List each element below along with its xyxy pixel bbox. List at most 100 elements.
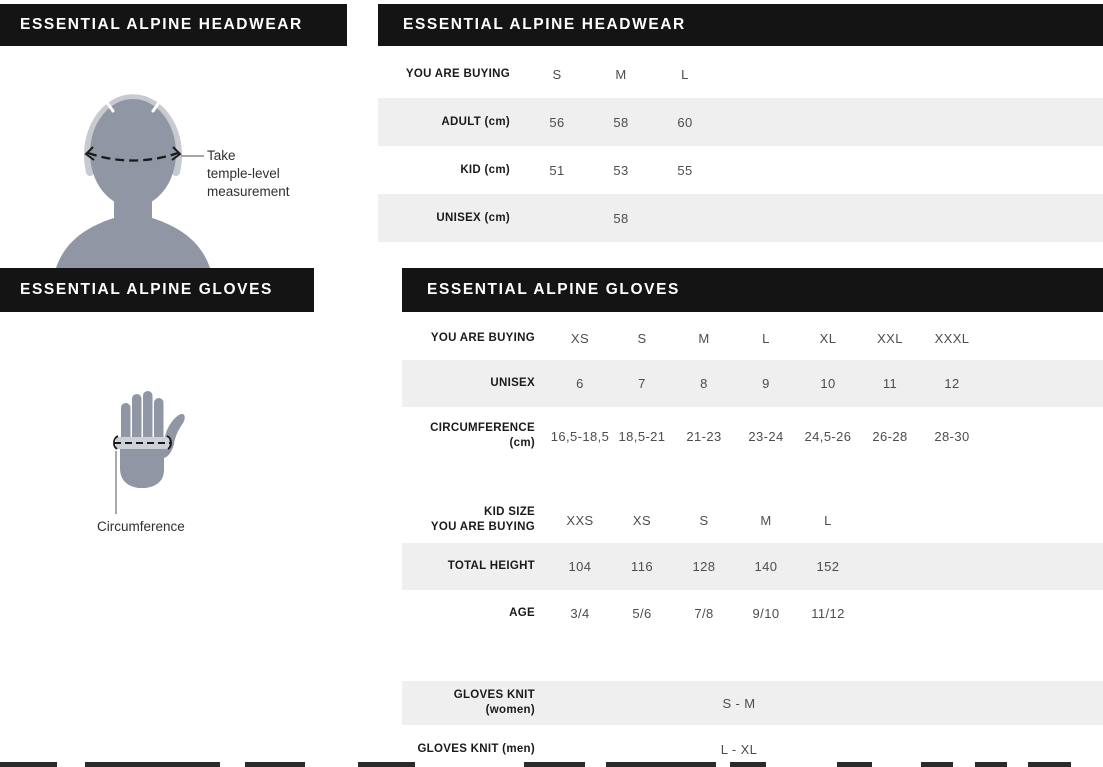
strip-segment — [524, 762, 585, 767]
size-cell: S — [637, 330, 647, 346]
headwear-size-table: YOU ARE BUYING S M L ADULT (cm) 56 58 60… — [378, 50, 1103, 242]
row-label: KID SIZE YOU ARE BUYING — [430, 506, 535, 533]
table-row: ADULT (cm) 56 58 60 — [378, 98, 1103, 146]
row-label: AGE — [509, 607, 535, 619]
value-cell: 58 — [613, 114, 629, 130]
headwear-section-bar-left: ESSENTIAL ALPINE HEADWEAR — [0, 4, 347, 46]
value-cell: 11 — [882, 376, 898, 391]
row-label: ADULT (cm) — [441, 115, 510, 128]
headwear-section-title: ESSENTIAL ALPINE HEADWEAR — [20, 16, 303, 33]
table-row: TOTAL HEIGHT 104 116 128 140 152 — [402, 543, 1103, 590]
table-row: YOU ARE BUYING S M L — [378, 50, 1103, 98]
value-cell: L - XL — [720, 741, 758, 757]
table-row: KID SIZE YOU ARE BUYING XXS XS S M L — [402, 497, 1103, 543]
value-cell: 18,5-21 — [618, 428, 666, 444]
gloves-size-table: YOU ARE BUYING XS S M L XL XXL XXXL UNIS… — [402, 316, 1103, 465]
strip-segment — [0, 762, 57, 767]
value-cell: 7 — [638, 376, 646, 391]
table-row: UNISEX (cm) 58 — [378, 194, 1103, 242]
gloves-knit-table: GLOVES KNIT (women) S - M GLOVES KNIT (m… — [402, 681, 1103, 767]
value-cell: 28-30 — [934, 428, 970, 444]
strip-segment — [358, 762, 415, 767]
value-cell: 26-28 — [872, 428, 908, 444]
value-cell: 9/10 — [752, 606, 780, 621]
value-cell: 9 — [762, 376, 770, 391]
value-cell: 53 — [613, 162, 629, 178]
row-label: GLOVES KNIT (men) — [417, 742, 535, 755]
hand-measurement-illustration — [113, 391, 185, 514]
gloves-table-header-bar: ESSENTIAL ALPINE GLOVES — [402, 268, 1103, 312]
strip-segment — [606, 762, 716, 767]
table-row: GLOVES KNIT (men) L - XL — [402, 725, 1103, 767]
head-measurement-illustration — [56, 94, 210, 268]
value-cell: 55 — [677, 162, 693, 178]
size-cell: M — [615, 66, 627, 82]
value-cell: 16,5-18,5 — [550, 428, 610, 444]
row-label: YOU ARE BUYING — [405, 67, 510, 80]
value-cell: 56 — [549, 114, 565, 130]
value-cell: 23-24 — [748, 428, 784, 444]
row-label: UNISEX (cm) — [436, 211, 510, 224]
size-cell: M — [698, 330, 710, 346]
value-cell: 104 — [568, 559, 592, 574]
value-cell: S - M — [722, 695, 756, 711]
value-cell: 3/4 — [570, 606, 590, 621]
size-cell: XXXL — [934, 330, 970, 346]
gloves-table-title: ESSENTIAL ALPINE GLOVES — [427, 281, 680, 298]
table-row: UNISEX 6 7 8 9 10 11 12 — [402, 360, 1103, 407]
size-cell: XS — [570, 330, 590, 346]
value-cell: 21-23 — [686, 428, 722, 444]
size-cell: S — [552, 66, 562, 82]
size-cell: XXL — [877, 330, 903, 346]
value-cell: 12 — [944, 376, 960, 391]
value-cell: 128 — [692, 559, 716, 574]
value-cell: 60 — [677, 114, 693, 130]
row-label: UNISEX — [490, 377, 535, 389]
value-cell: 51 — [549, 162, 565, 178]
value-cell: 11/12 — [811, 606, 845, 621]
value-cell: 10 — [820, 376, 836, 391]
table-row: AGE 3/4 5/6 7/8 9/10 11/12 — [402, 590, 1103, 637]
gloves-section-title: ESSENTIAL ALPINE GLOVES — [20, 281, 273, 298]
value-cell: 58 — [613, 210, 629, 226]
head-measurement-caption: Take temple-level measurement — [207, 148, 290, 199]
strip-segment — [85, 762, 220, 767]
strip-segment — [837, 762, 872, 767]
value-cell: 116 — [631, 559, 653, 574]
table-row: CIRCUMFERENCE (cm) 16,5-18,5 18,5-21 21-… — [402, 407, 1103, 465]
value-cell: 140 — [754, 559, 778, 574]
size-cell: XS — [632, 512, 652, 528]
value-cell: 8 — [700, 376, 708, 391]
strip-segment — [730, 762, 766, 767]
row-label: TOTAL HEIGHT — [447, 560, 535, 572]
size-cell: S — [699, 512, 709, 528]
row-label: KID (cm) — [460, 163, 510, 176]
size-cell: M — [760, 512, 772, 528]
table-row: YOU ARE BUYING XS S M L XL XXL XXXL — [402, 316, 1103, 360]
size-cell: L — [681, 66, 689, 82]
strip-segment — [245, 762, 305, 767]
value-cell: 6 — [576, 376, 584, 391]
hand-measurement-caption: Circumference — [97, 519, 185, 534]
value-cell: 152 — [816, 559, 840, 574]
row-label: CIRCUMFERENCE (cm) — [430, 422, 535, 449]
size-cell: L — [824, 512, 832, 528]
row-label: GLOVES KNIT (women) — [453, 689, 535, 716]
table-row: KID (cm) 51 53 55 — [378, 146, 1103, 194]
row-label: YOU ARE BUYING — [430, 331, 535, 344]
value-cell: 7/8 — [694, 606, 714, 621]
size-cell: XXS — [566, 512, 594, 528]
headwear-table-title: ESSENTIAL ALPINE HEADWEAR — [403, 16, 686, 33]
strip-segment — [975, 762, 1007, 767]
size-cell: XL — [819, 330, 837, 346]
gloves-section-bar-left: ESSENTIAL ALPINE GLOVES — [0, 268, 314, 312]
table-row: GLOVES KNIT (women) S - M — [402, 681, 1103, 725]
strip-segment — [1028, 762, 1071, 767]
gloves-kid-size-table: KID SIZE YOU ARE BUYING XXS XS S M L TOT… — [402, 497, 1103, 637]
strip-segment — [921, 762, 953, 767]
value-cell: 24,5-26 — [804, 428, 852, 444]
value-cell: 5/6 — [632, 606, 652, 621]
size-cell: L — [762, 330, 770, 346]
headwear-table-header-bar: ESSENTIAL ALPINE HEADWEAR — [378, 4, 1103, 46]
